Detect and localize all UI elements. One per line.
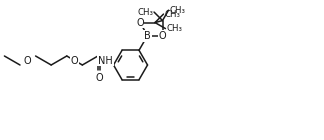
Text: CH₃: CH₃ <box>137 8 153 17</box>
Text: CH₃: CH₃ <box>167 24 182 33</box>
Text: CH₃: CH₃ <box>169 6 186 15</box>
Text: CH₃: CH₃ <box>165 10 180 19</box>
Text: O: O <box>24 55 32 66</box>
Text: NH: NH <box>98 55 113 66</box>
Text: O: O <box>95 73 103 83</box>
Text: O: O <box>71 55 78 66</box>
Text: O: O <box>159 31 166 41</box>
Text: B: B <box>144 31 151 41</box>
Text: O: O <box>136 18 144 28</box>
